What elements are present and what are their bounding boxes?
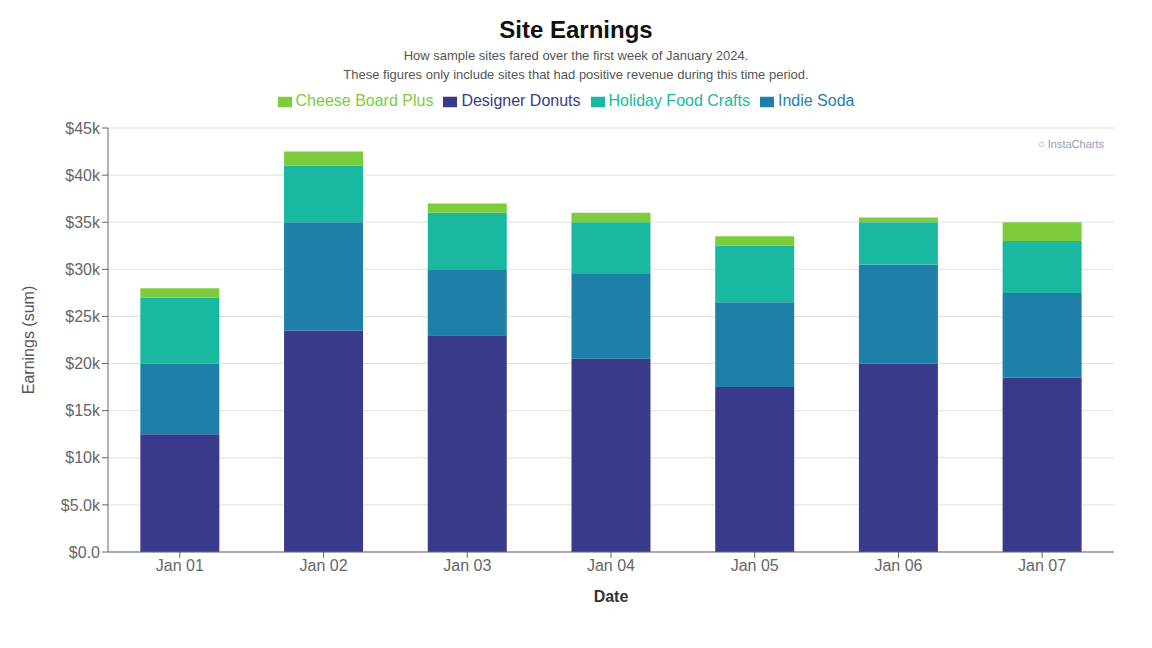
svg-text:$30k: $30k xyxy=(65,261,101,278)
html-text:Site Earnings: Site Earnings xyxy=(499,16,653,43)
svg-text:$45k: $45k xyxy=(65,120,101,137)
svg-text:Jan 07: Jan 07 xyxy=(1018,557,1066,574)
svg-text:Date: Date xyxy=(594,588,629,605)
html-text:○ InstaCharts: ○ InstaCharts xyxy=(1038,138,1104,150)
svg-text:$10k: $10k xyxy=(65,449,101,466)
svg-text:Jan 06: Jan 06 xyxy=(874,557,922,574)
html-text:Designer Donuts: Designer Donuts xyxy=(461,92,581,109)
svg-text:Jan 03: Jan 03 xyxy=(443,557,491,574)
svg-text:Jan 04: Jan 04 xyxy=(587,557,635,574)
svg-text:Jan 01: Jan 01 xyxy=(156,557,204,574)
svg-text:$40k: $40k xyxy=(65,167,101,184)
html-text:These figures only include sit: These figures only include sites that ha… xyxy=(343,67,809,82)
svg-text:$0.0: $0.0 xyxy=(69,544,100,561)
html-text:Cheese Board Plus: Cheese Board Plus xyxy=(295,92,434,109)
html-text:Indie Soda: Indie Soda xyxy=(778,92,855,109)
svg-text:Earnings (sum): Earnings (sum) xyxy=(20,286,37,394)
svg-text:$35k: $35k xyxy=(65,214,101,231)
svg-text:$5.0k: $5.0k xyxy=(61,497,101,514)
svg-text:Jan 02: Jan 02 xyxy=(300,557,348,574)
svg-text:$15k: $15k xyxy=(65,402,101,419)
svg-text:Jan 05: Jan 05 xyxy=(731,557,779,574)
html-text:How sample sites fared over th: How sample sites fared over the first we… xyxy=(403,48,749,63)
svg-text:$20k: $20k xyxy=(65,355,101,372)
html-text:Holiday Food Crafts: Holiday Food Crafts xyxy=(608,92,750,109)
svg-text:$25k: $25k xyxy=(65,308,101,325)
